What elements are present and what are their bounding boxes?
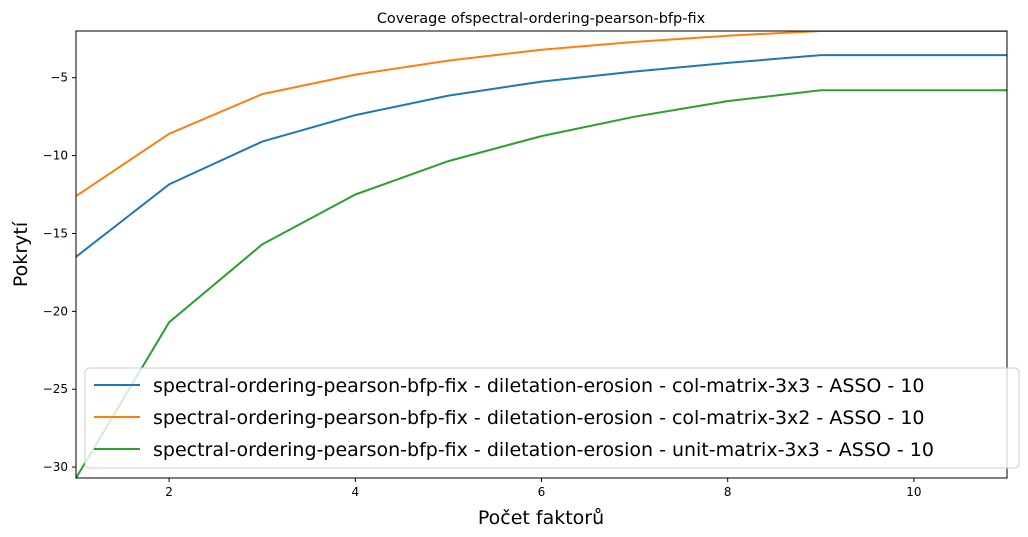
chart-title: Coverage ofspectral-ordering-pearson-bfp… [377, 11, 706, 27]
x-tick-label: 8 [724, 485, 732, 499]
legend-box [84, 367, 1020, 469]
x-axis-label: Počet faktorů [478, 507, 604, 529]
legend: spectral-ordering-pearson-bfp-fix - dile… [84, 367, 1020, 469]
series-line-2 [76, 31, 1007, 197]
y-tick-label: −25 [43, 382, 68, 396]
x-tick-label: 6 [538, 485, 546, 499]
series-lines [76, 31, 1007, 478]
legend-label-series-1: spectral-ordering-pearson-bfp-fix - dile… [153, 375, 925, 397]
y-tick-label: −20 [43, 304, 68, 318]
y-tick-label: −30 [43, 460, 68, 474]
legend-label-series-3: spectral-ordering-pearson-bfp-fix - dile… [153, 439, 934, 461]
y-axis-ticks: −30 −25 −20 −15 −10 −5 [43, 71, 76, 474]
x-axis-ticks: 2 4 6 8 10 [165, 478, 922, 499]
x-tick-label: 10 [906, 485, 921, 499]
series-line-1 [76, 54, 1007, 258]
legend-label-series-2: spectral-ordering-pearson-bfp-fix - dile… [153, 407, 925, 429]
y-tick-label: −10 [43, 149, 68, 163]
x-tick-label: 4 [351, 485, 359, 499]
plot-area-frame [75, 30, 1008, 479]
series-line-3 [76, 89, 1007, 478]
y-tick-label: −5 [50, 71, 68, 85]
y-axis-label: Pokrytí [10, 221, 32, 287]
y-tick-label: −15 [43, 226, 68, 240]
x-tick-label: 2 [165, 485, 173, 499]
